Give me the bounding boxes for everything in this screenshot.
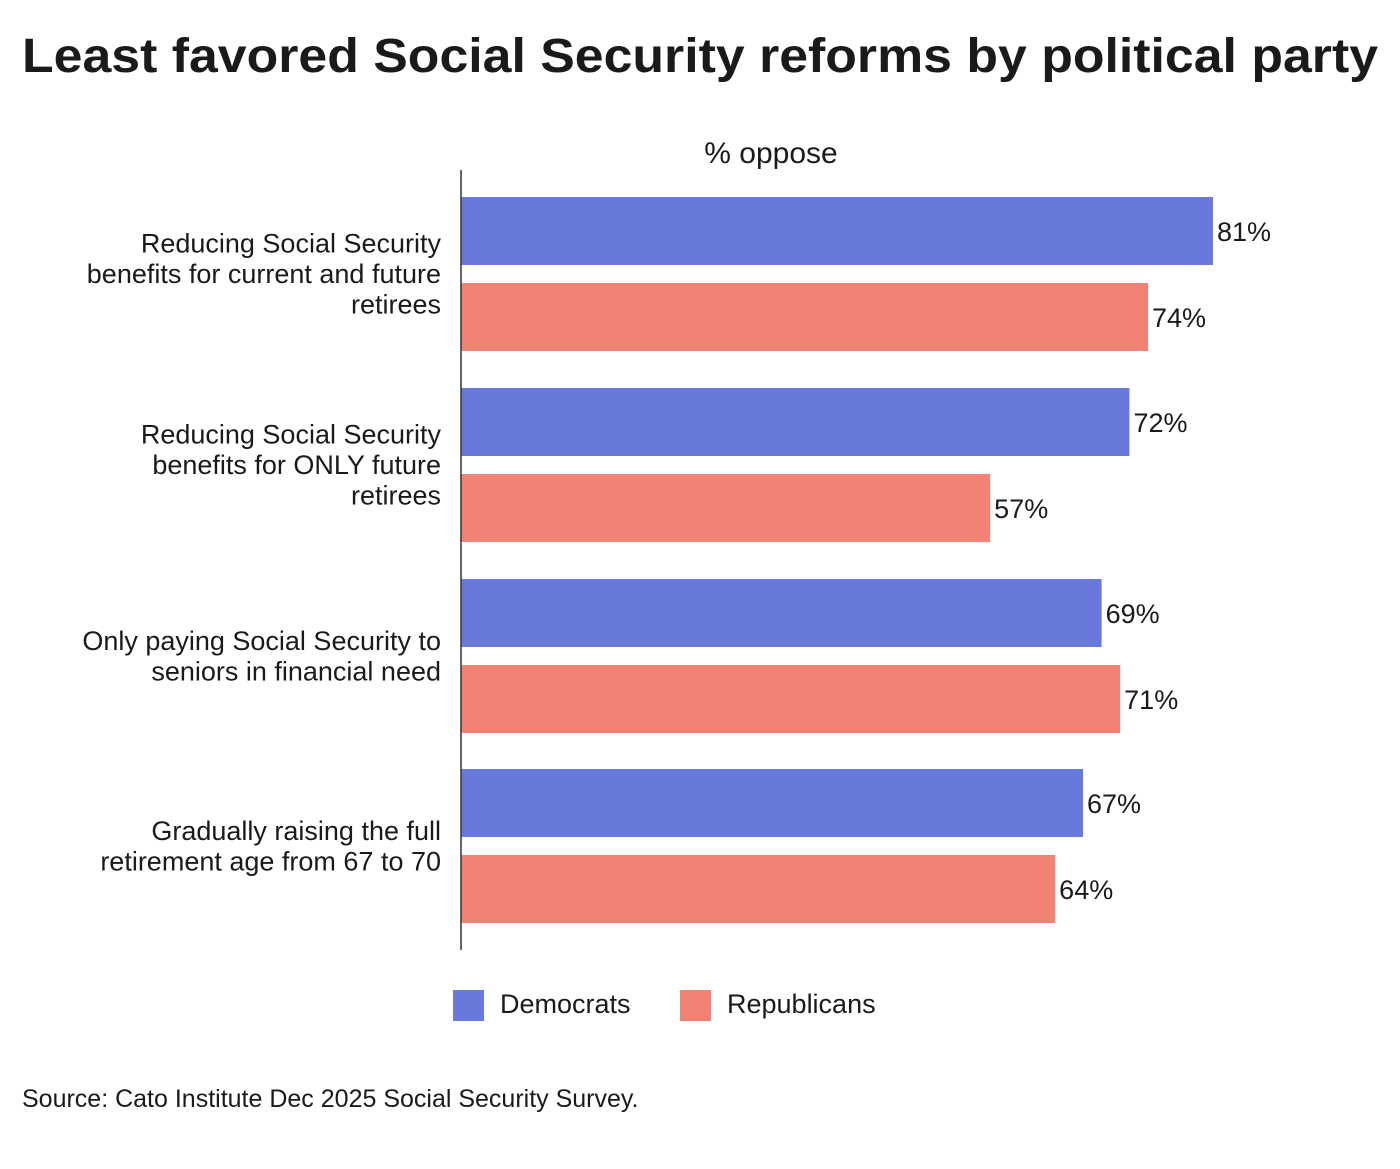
- category-label-line: retirees: [351, 481, 441, 511]
- data-label: 69%: [1106, 599, 1160, 629]
- category-label: Only paying Social Security to seniors in…: [82, 626, 441, 687]
- category-label: Gradually raising the full retirement age…: [100, 816, 441, 877]
- data-label: 64%: [1059, 875, 1113, 905]
- category-label: Reducing Social Security benefits for cur…: [87, 229, 442, 320]
- legend-label: Democrats: [500, 989, 631, 1019]
- bar-republicans: [461, 855, 1056, 923]
- bars: 81% 74% 72% 57% 69% 71% 67% 64%: [461, 197, 1271, 923]
- source-note: Source: Cato Institute Dec 2025 Social S…: [22, 1085, 639, 1113]
- category-label-line: benefits for current and future: [87, 259, 441, 289]
- bar-democrats: [461, 579, 1102, 647]
- data-label: 74%: [1152, 303, 1206, 333]
- legend-swatch-democrats: [453, 990, 484, 1021]
- legend-label: Republicans: [727, 989, 876, 1019]
- bar-republicans: [461, 283, 1149, 351]
- bar-republicans: [461, 665, 1121, 733]
- data-label: 67%: [1087, 789, 1141, 819]
- bar-democrats: [461, 197, 1213, 265]
- category-label-line: retirees: [351, 290, 441, 320]
- category-label-line: benefits for ONLY future: [152, 450, 441, 480]
- category-labels: Reducing Social Security benefits for cur…: [82, 229, 441, 877]
- category-label-line: retirement age from 67 to 70: [100, 846, 441, 876]
- data-label: 72%: [1133, 408, 1187, 438]
- bar-democrats: [461, 388, 1130, 456]
- data-label: 81%: [1217, 217, 1271, 247]
- category-label: Reducing Social Security benefits for ONL…: [141, 420, 442, 511]
- data-label: 57%: [994, 494, 1048, 524]
- category-label-line: Gradually raising the full: [151, 816, 441, 846]
- data-label: 71%: [1124, 685, 1178, 715]
- category-label-line: Reducing Social Security: [141, 420, 442, 450]
- axis-label: % oppose: [704, 137, 837, 170]
- chart-title: Least favored Social Security reforms by…: [22, 30, 1378, 83]
- legend-swatch-republicans: [680, 990, 711, 1021]
- bar-democrats: [461, 769, 1084, 837]
- category-label-line: Only paying Social Security to: [82, 626, 441, 656]
- category-label-line: Reducing Social Security: [141, 229, 442, 259]
- legend: Democrats Republicans: [453, 989, 876, 1021]
- category-label-line: seniors in financial need: [151, 656, 441, 686]
- bar-republicans: [461, 474, 991, 542]
